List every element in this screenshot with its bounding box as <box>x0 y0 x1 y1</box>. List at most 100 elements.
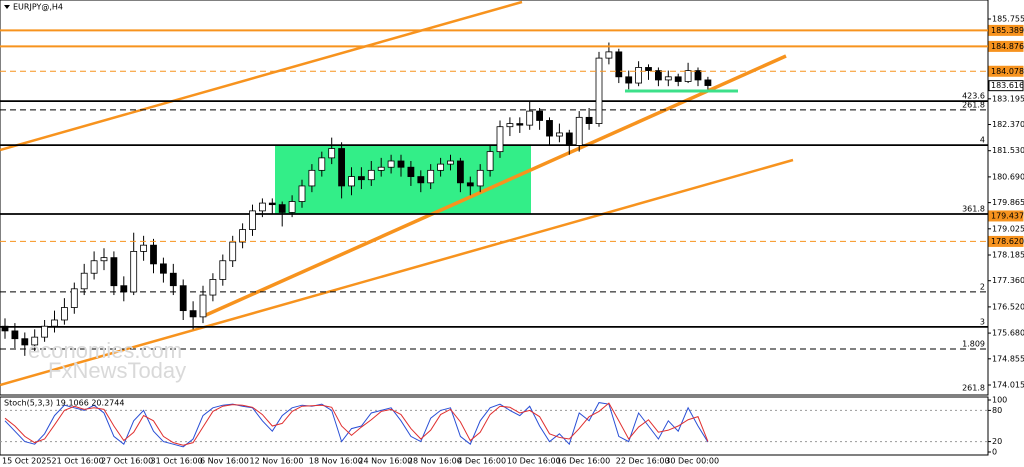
trendline <box>205 54 787 317</box>
y-tick-label: 181.530 <box>992 146 1024 155</box>
candle-body <box>348 176 355 187</box>
trendline <box>0 0 523 152</box>
candle-body <box>338 148 346 187</box>
candle-body <box>595 57 603 124</box>
data-layer <box>0 29 988 448</box>
price-marker <box>988 65 1024 77</box>
level-label: 1.809 <box>962 339 985 348</box>
x-tick-label: 27 Oct 16:00 <box>101 457 153 466</box>
stoch-line <box>4 402 709 446</box>
candle-body <box>466 182 474 187</box>
y-tick-label: 0 <box>992 448 997 457</box>
candle-body <box>397 160 405 168</box>
candle-body <box>417 176 425 184</box>
y-tick-label: 179.865 <box>992 198 1024 207</box>
candle-body <box>615 51 623 78</box>
symbol-icon <box>4 5 10 9</box>
x-tick-label: 31 Oct 16:00 <box>151 457 203 466</box>
candle-body <box>268 202 276 206</box>
candle-body <box>575 116 583 146</box>
candle-body <box>90 260 98 274</box>
candle-body <box>407 166 415 177</box>
candle-body <box>100 257 108 262</box>
price-marker-label: 184.078 <box>991 67 1024 76</box>
level-label: 3 <box>980 317 985 326</box>
candle-body <box>476 169 484 187</box>
candle-body <box>179 285 187 312</box>
y-tick-label: 183.195 <box>992 94 1024 103</box>
y-tick-label: 178.185 <box>992 250 1024 259</box>
candle-body <box>120 285 128 293</box>
candle-body <box>486 151 494 171</box>
watermark: economies.com <box>28 338 182 363</box>
candle-body <box>506 123 514 128</box>
price-marker <box>988 80 1024 92</box>
candle-body <box>655 70 662 81</box>
candle-body <box>140 244 148 252</box>
candle-body <box>1 325 9 332</box>
level-label: 261.8 <box>962 383 985 392</box>
candle-body <box>209 279 217 296</box>
candle-body <box>526 110 534 126</box>
x-tick-label: 6 Nov 16:00 <box>200 457 249 466</box>
candle-body <box>377 166 385 171</box>
candle-body <box>357 176 365 181</box>
y-tick-label: 174.015 <box>992 380 1024 389</box>
x-tick-label: 22 Dec 16:00 <box>616 457 670 466</box>
stoch-panel <box>0 396 989 456</box>
y-tick-label: 100 <box>992 396 1007 405</box>
candle-body <box>258 202 266 212</box>
x-tick-label: 24 Nov 16:00 <box>358 457 412 466</box>
candle-body <box>645 67 652 71</box>
candle-body <box>169 272 177 287</box>
price-marker <box>988 24 1024 36</box>
y-tick-label: 177.360 <box>992 276 1024 285</box>
symbol-label: EURJPY@,H4 <box>13 3 63 12</box>
candle-body <box>516 123 524 126</box>
candle-body <box>437 163 445 171</box>
y-tick-label: 179.025 <box>992 224 1024 233</box>
candle-body <box>318 157 326 171</box>
candle-body <box>11 330 19 340</box>
candle-body <box>41 325 48 338</box>
candle-body <box>585 116 593 124</box>
candle-body <box>130 251 138 293</box>
candle-body <box>447 160 454 165</box>
candle-body <box>110 257 118 287</box>
candle-body <box>536 110 543 121</box>
candle-body <box>80 272 88 290</box>
candle-body <box>427 169 435 184</box>
y-tick-label: 175.680 <box>992 329 1024 338</box>
candle-body <box>674 76 682 82</box>
stoch-title: Stoch(5,3,3) 19.1066 20.2744 <box>4 399 124 408</box>
price-marker <box>988 40 1024 52</box>
price-marker <box>988 210 1024 222</box>
candle-body <box>239 229 247 243</box>
price-marker <box>988 235 1024 247</box>
x-tick-label: 30 Dec 00:00 <box>665 457 719 466</box>
candle-body <box>496 126 504 153</box>
candle-body <box>21 338 29 346</box>
candle-body <box>605 51 613 59</box>
x-tick-label: 16 Dec 16:00 <box>556 457 610 466</box>
y-tick-label: 180.690 <box>992 172 1024 181</box>
candle-body <box>288 201 296 213</box>
y-tick-label: 80 <box>992 406 1002 415</box>
y-tick-label: 185.755 <box>992 14 1024 23</box>
candle-body <box>684 70 692 82</box>
candle-body <box>199 294 207 318</box>
candle-body <box>278 204 286 213</box>
y-tick-label: 174.855 <box>992 354 1024 363</box>
candle-body <box>456 160 464 184</box>
level-label: 261.8 <box>962 100 985 109</box>
y-tick-label: 20 <box>992 437 1002 446</box>
x-tick-label: 12 Nov 16:00 <box>250 457 304 466</box>
candle-body <box>328 148 336 159</box>
x-tick-label: 10 Dec 16:00 <box>507 457 561 466</box>
candle-body <box>229 241 237 262</box>
x-tick-label: 15 Oct 2025 <box>2 457 51 466</box>
price-marker-label: 178.620 <box>991 237 1024 246</box>
x-tick-label: 28 Nov 16:00 <box>408 457 462 466</box>
